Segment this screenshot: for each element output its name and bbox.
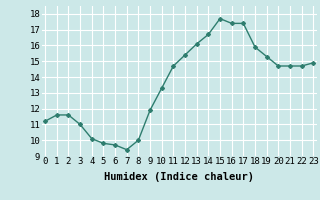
X-axis label: Humidex (Indice chaleur): Humidex (Indice chaleur) xyxy=(104,172,254,182)
